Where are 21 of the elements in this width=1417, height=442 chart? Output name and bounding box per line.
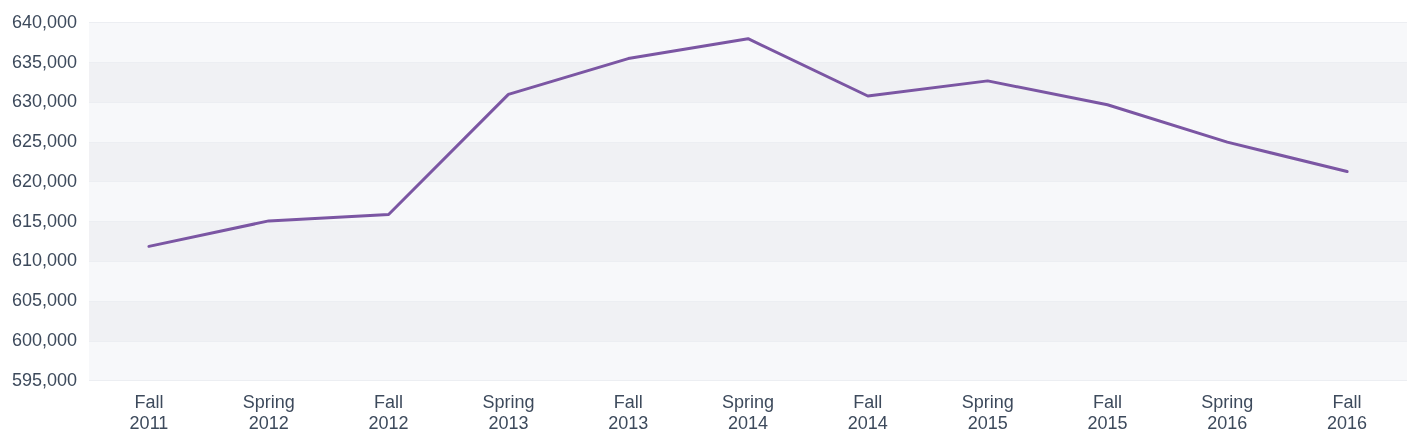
- x-tick-label: Spring 2016: [1201, 391, 1254, 434]
- y-tick-label: 625,000: [11, 131, 78, 152]
- y-tick-label: 595,000: [11, 369, 78, 390]
- x-tick-label: Spring 2012: [242, 391, 295, 434]
- x-tick-label: Fall 2012: [368, 391, 409, 434]
- y-tick-label: 635,000: [11, 51, 78, 72]
- x-tick-label: Spring 2015: [961, 391, 1014, 434]
- y-tick-label: 620,000: [11, 170, 78, 191]
- x-tick-label: Spring 2014: [722, 391, 775, 434]
- y-tick-label: 640,000: [11, 11, 78, 32]
- y-tick-label: 605,000: [11, 290, 78, 311]
- x-tick-label: Fall 2015: [1087, 391, 1128, 434]
- x-tick-label: Spring 2013: [482, 391, 535, 434]
- y-tick-label: 600,000: [11, 329, 78, 350]
- y-tick-label: 610,000: [11, 250, 78, 271]
- x-tick-label: Fall 2011: [129, 391, 169, 434]
- y-tick-label: 615,000: [11, 210, 78, 231]
- y-tick-label: 630,000: [11, 91, 78, 112]
- x-tick-label: Fall 2014: [847, 391, 888, 434]
- x-tick-label: Fall 2013: [608, 391, 649, 434]
- x-tick-label: Fall 2016: [1327, 391, 1368, 434]
